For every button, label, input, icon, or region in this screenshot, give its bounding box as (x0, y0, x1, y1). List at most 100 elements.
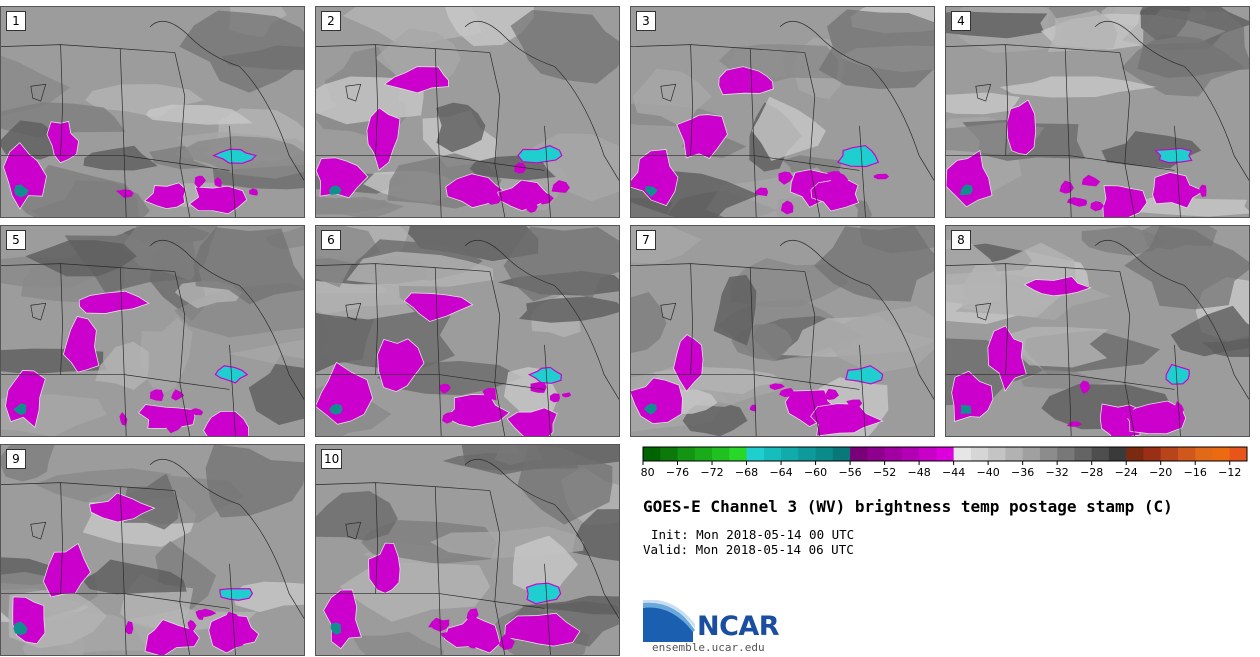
postage-stamp-panel: 9 (0, 444, 305, 656)
wv-band (436, 102, 486, 153)
cold-cloud-speck (873, 173, 890, 180)
boundary-line (1, 155, 230, 171)
colorbar-swatch (1022, 447, 1041, 461)
colorbar-tick-label: −32 (1046, 466, 1069, 479)
boundary-line (1005, 44, 1008, 156)
cold-cloud-speck (442, 411, 455, 424)
source-url: ensemble.ucar.edu (652, 641, 765, 654)
wv-band (813, 226, 934, 302)
cold-cloud-speck (439, 383, 451, 394)
boundary-line (1, 482, 175, 491)
wv-band (517, 445, 613, 525)
colorbar-swatch (746, 447, 765, 461)
cold-cloud-speck (516, 185, 527, 198)
boundary-line (859, 344, 866, 436)
cold-cloud-region (1152, 171, 1205, 209)
boundary-line (174, 52, 186, 164)
wv-band (961, 242, 1076, 318)
cold-cloud-speck (551, 180, 570, 193)
cyan-core (329, 403, 343, 415)
wv-band (316, 196, 405, 217)
cold-cloud-region (718, 66, 774, 96)
boundary-line (149, 20, 240, 67)
wv-band (205, 445, 304, 518)
boundary-line (316, 593, 545, 609)
cold-cloud-region (631, 377, 683, 425)
cyan-core (330, 622, 342, 635)
wv-band (82, 559, 187, 595)
boundary-line (316, 44, 490, 53)
wv-band (445, 7, 534, 47)
cold-cloud-speck (468, 641, 477, 649)
cold-cloud-region (403, 292, 474, 322)
wv-band (400, 226, 539, 262)
wv-band (821, 306, 934, 374)
boundary-line (975, 83, 992, 102)
colorbar-swatch (884, 447, 903, 461)
cold-cloud-speck (754, 187, 769, 197)
boundary-line (174, 490, 186, 602)
cold-cloud-speck (1199, 184, 1207, 197)
chart-title: GOES-E Channel 3 (WV) brightness temp po… (643, 497, 1173, 516)
colorbar-swatch (815, 447, 834, 461)
boundary-line (375, 482, 378, 594)
cold-cloud-speck (187, 619, 197, 631)
colorbar-swatch (677, 447, 696, 461)
init-time: Init: Mon 2018-05-14 00 UTC (651, 527, 855, 542)
wv-band (520, 595, 619, 615)
colorbar-tick-label: −24 (1115, 466, 1138, 479)
cold-cloud-region (78, 290, 150, 314)
boundary-line (1184, 285, 1249, 400)
colorbar-swatch (1229, 447, 1248, 461)
boundary-line (1174, 344, 1181, 436)
panel-label: 1 (6, 11, 26, 31)
boundary-line (316, 155, 545, 171)
cold-cloud-region (144, 619, 200, 655)
cold-cloud-speck (115, 189, 134, 198)
cyan-core (960, 404, 972, 414)
wv-band (83, 145, 158, 171)
panel-label: 9 (6, 449, 26, 469)
cyan-core (845, 365, 884, 385)
cyan-core (1165, 363, 1190, 385)
cold-cloud-speck (769, 383, 786, 391)
boundary-line (1119, 52, 1131, 164)
wv-band (1124, 226, 1249, 310)
panel-label: 7 (636, 230, 656, 250)
boundary-line (690, 263, 693, 375)
boundary-line (631, 374, 860, 390)
cyan-core (645, 186, 658, 197)
wv-band (140, 317, 193, 396)
boundary-line (554, 66, 619, 181)
colorbar-swatch (919, 447, 937, 461)
wv-brightness-map (631, 226, 934, 436)
boundary-line (1119, 271, 1131, 383)
wv-band (510, 9, 619, 84)
cyan-core (329, 185, 342, 195)
boundary-line (375, 263, 378, 375)
colorbar-swatch (901, 447, 920, 461)
cold-cloud-region (1023, 276, 1092, 297)
cold-cloud-speck (194, 175, 206, 189)
cyan-core (14, 184, 29, 198)
cyan-core (643, 403, 657, 415)
wv-band (1047, 10, 1118, 53)
wv-band (631, 291, 667, 354)
cyan-core (517, 145, 563, 164)
postage-stamp-panel: 2 (315, 6, 620, 218)
cyan-core (219, 588, 254, 601)
boundary-line (554, 285, 619, 400)
boundary-line (809, 163, 821, 217)
cold-cloud-region (316, 157, 369, 199)
colorbar-swatch (1143, 447, 1162, 461)
boundary-line (30, 83, 47, 102)
boundary-line (494, 163, 506, 217)
wv-band (1137, 8, 1249, 78)
boundary-line (946, 374, 1175, 390)
cyan-core (960, 184, 973, 196)
cold-cloud-speck (1081, 174, 1101, 187)
colorbar-tick-label: −48 (908, 466, 931, 479)
cold-cloud-region (42, 542, 92, 598)
boundary-line (30, 521, 47, 540)
wv-band (999, 76, 1157, 98)
